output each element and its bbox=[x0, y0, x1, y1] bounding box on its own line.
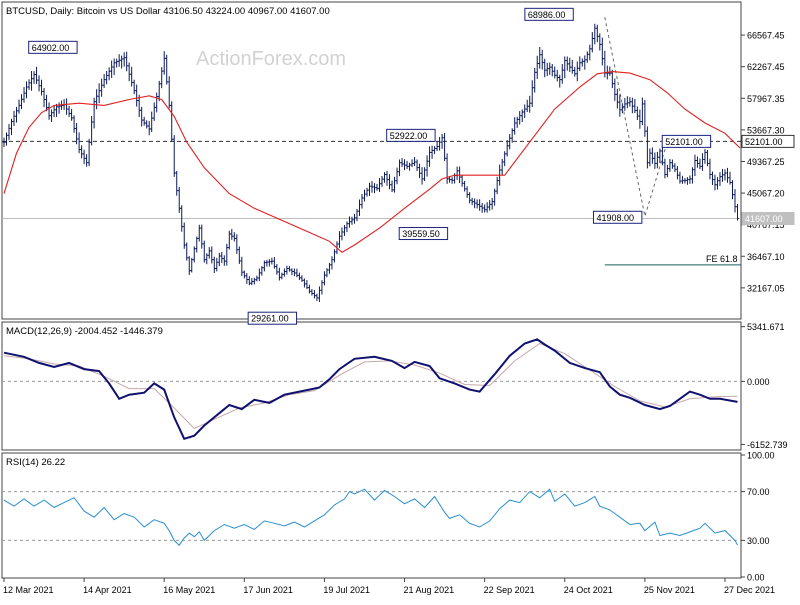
watermark: ActionForex.com bbox=[196, 48, 346, 70]
price-axis-badge bbox=[741, 134, 795, 148]
price-annotation-label: 39559.50 bbox=[402, 229, 440, 239]
x-tick-label: 14 Apr 2021 bbox=[83, 585, 132, 595]
price-y-tick-label: 66567.45 bbox=[747, 31, 785, 41]
x-tick-label: 17 Jun 2021 bbox=[243, 585, 293, 595]
rsi-plot bbox=[2, 488, 741, 547]
rsi-y-tick-label: 100.00 bbox=[747, 451, 775, 461]
rsi-y-tick-label: 70.00 bbox=[747, 487, 770, 497]
x-tick-label: 25 Nov 2021 bbox=[644, 585, 695, 595]
price-y-tick-label: 49367.25 bbox=[747, 157, 785, 167]
rsi-panel-title: RSI(14) 26.22 bbox=[6, 457, 65, 468]
moving-average-line bbox=[3, 71, 741, 253]
x-tick-label: 21 Aug 2021 bbox=[404, 585, 455, 595]
x-tick-label: 24 Oct 2021 bbox=[564, 585, 613, 595]
price-y-tick-label: 62267.45 bbox=[747, 62, 785, 72]
price-annotation-label: 29261.00 bbox=[251, 314, 289, 324]
macd-y-tick-label: 0.000 bbox=[747, 377, 770, 387]
price-y-tick-label: 53667.30 bbox=[747, 125, 785, 135]
price-axis-badge-label: 52101.00 bbox=[745, 137, 783, 147]
price-annotation-box bbox=[28, 40, 78, 54]
macd-y-tick-label: -6152.739 bbox=[747, 440, 788, 450]
macd-main-line bbox=[3, 338, 738, 441]
price-axis-badge-label: 41607.00 bbox=[745, 214, 783, 224]
x-tick-label: 16 May 2021 bbox=[163, 585, 215, 595]
price-panel-frame bbox=[1, 1, 742, 320]
rsi-line bbox=[3, 488, 738, 547]
price-annotation-box bbox=[386, 128, 436, 142]
price-annotation-box bbox=[524, 7, 574, 21]
price-plot: FE 61.8 64902.00 29261.00 52922.00 39559.50 6… bbox=[2, 7, 741, 325]
macd-panel-frame bbox=[1, 321, 742, 451]
price-annotation-label: 41908.00 bbox=[596, 213, 634, 223]
macd-panel-title: MACD(12,26,9) -2004.452 -1446.379 bbox=[6, 326, 163, 337]
price-y-tick-label: 32167.05 bbox=[747, 283, 785, 293]
price-annotation-box bbox=[592, 210, 643, 224]
price-annotation-label: 68986.00 bbox=[528, 10, 566, 20]
price-annotation-box bbox=[398, 227, 449, 241]
price-y-tick-label: 57967.35 bbox=[747, 94, 785, 104]
fe-level-label: FE 61.8 bbox=[706, 254, 738, 264]
axes: 66567.45 62267.45 57967.35 53667.30 49367.25… bbox=[3, 31, 795, 595]
x-tick-label: 27 Dec 2021 bbox=[724, 585, 775, 595]
price-y-tick-label: 45067.20 bbox=[747, 189, 785, 199]
x-tick-label: 19 Jul 2021 bbox=[323, 585, 370, 595]
price-panel-title: BTCUSD, Daily: Bitcoin vs US Dollar 4310… bbox=[6, 6, 330, 17]
rsi-panel-frame bbox=[1, 452, 742, 579]
price-annotation-label: 64902.00 bbox=[32, 43, 70, 53]
x-tick-label: 12 Mar 2021 bbox=[3, 585, 54, 595]
rsi-y-tick-label: 0.00 bbox=[747, 573, 765, 583]
projection-line bbox=[604, 17, 668, 217]
rsi-y-tick-label: 30.00 bbox=[747, 536, 770, 546]
price-y-tick-label: 40767.15 bbox=[747, 220, 785, 230]
price-annotation-label: 52922.00 bbox=[390, 131, 428, 141]
macd-signal-line bbox=[3, 342, 738, 430]
price-annotation-box bbox=[661, 134, 712, 148]
x-tick-label: 22 Sep 2021 bbox=[484, 585, 535, 595]
macd-y-tick-label: 5341.671 bbox=[747, 322, 785, 332]
macd-plot bbox=[2, 338, 741, 441]
price-y-tick-label: 36467.10 bbox=[747, 252, 785, 262]
price-annotation-box bbox=[247, 311, 298, 325]
price-axis-badge bbox=[741, 211, 795, 225]
price-annotation-label: 52101.00 bbox=[665, 137, 703, 147]
